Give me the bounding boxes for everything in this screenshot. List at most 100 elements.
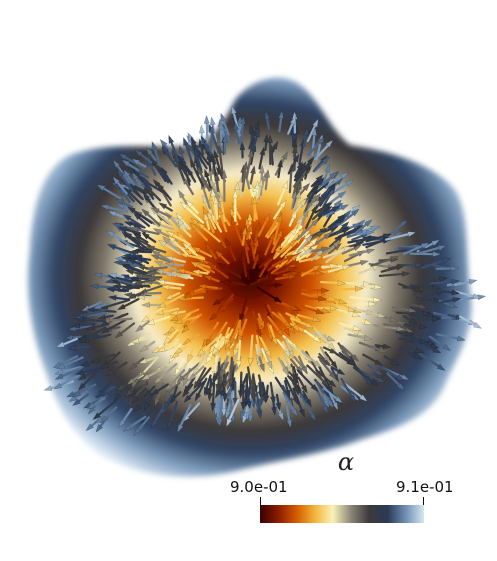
- arrow-head: [363, 318, 373, 325]
- arrow-head: [249, 236, 256, 246]
- arrow-head: [123, 221, 133, 227]
- arrow-head: [112, 176, 121, 185]
- arrow-head: [363, 335, 373, 341]
- arrow-head: [106, 230, 116, 238]
- arrow-head: [134, 149, 144, 158]
- arrow-head: [233, 181, 240, 191]
- arrow-head: [132, 169, 141, 178]
- arrow-head: [456, 335, 466, 342]
- arrow-head: [427, 339, 437, 346]
- arrow-head: [164, 293, 174, 300]
- arrow-head: [232, 189, 239, 199]
- arrow-head: [377, 312, 387, 318]
- arrow-head: [130, 337, 140, 344]
- arrow-head: [318, 295, 328, 302]
- arrow-head: [53, 382, 63, 390]
- arrow-head: [214, 172, 221, 182]
- arrow-head: [414, 347, 425, 354]
- arrow-head: [368, 235, 378, 242]
- arrow-head: [99, 415, 109, 424]
- arrow-head: [306, 156, 315, 165]
- arrow-head: [150, 388, 160, 396]
- arrow-head: [220, 369, 227, 379]
- colorbar-min-label: 9.0e-01: [230, 478, 288, 496]
- arrow-head: [418, 303, 428, 310]
- arrow-head: [125, 389, 133, 398]
- arrow-head: [132, 212, 142, 221]
- arrow-head: [168, 134, 175, 144]
- arrow-head: [345, 179, 355, 187]
- arrow-head: [177, 217, 185, 227]
- arrow-head: [204, 168, 210, 178]
- arrow-head: [127, 166, 136, 175]
- arrow-head: [124, 269, 135, 276]
- arrow-head: [203, 275, 213, 282]
- arrow-head: [292, 153, 300, 163]
- arrow-head: [257, 178, 264, 188]
- arrow-head: [283, 328, 290, 338]
- arrow-head: [54, 369, 64, 375]
- arrow-head: [77, 373, 87, 381]
- arrow-head: [133, 255, 143, 262]
- arrow-head: [221, 408, 227, 418]
- arrow-head: [141, 175, 149, 185]
- arrow-head: [242, 415, 248, 425]
- arrow-head: [211, 347, 219, 357]
- arrow-head: [271, 406, 277, 416]
- arrow-head: [390, 256, 400, 262]
- arrow-head: [208, 124, 215, 134]
- arrow-head: [251, 194, 258, 204]
- arrow-head: [158, 202, 168, 210]
- arrow-head: [268, 275, 278, 281]
- arrow-head: [211, 298, 221, 306]
- arrow-head: [176, 268, 186, 275]
- arrow-head: [316, 177, 325, 186]
- arrow-head: [215, 389, 222, 399]
- arrow-head: [68, 394, 78, 403]
- arrow-head: [304, 161, 312, 171]
- arrow-head: [181, 241, 191, 250]
- arrow-head: [305, 322, 315, 329]
- arrow-head: [142, 191, 151, 201]
- arrow-head: [347, 306, 357, 313]
- arrow-head: [94, 416, 104, 424]
- arrow-head: [452, 297, 462, 303]
- arrow-head: [269, 312, 276, 322]
- arrow-head: [240, 251, 247, 261]
- arrow-head: [325, 139, 334, 148]
- arrow-head: [321, 246, 331, 253]
- arrow-head: [190, 136, 197, 146]
- arrow-head: [111, 222, 122, 229]
- arrow-head: [189, 158, 197, 168]
- arrow-head: [310, 237, 319, 246]
- arrow-head: [249, 164, 256, 175]
- arrow-head: [312, 335, 322, 343]
- arrow-head: [162, 235, 171, 244]
- arrow-head: [43, 385, 53, 391]
- arrow-head: [343, 246, 353, 253]
- arrow-head: [55, 341, 65, 348]
- arrow-head: [100, 327, 110, 334]
- arrow-head: [186, 142, 195, 152]
- arrow-head: [276, 228, 283, 238]
- arrow-head: [150, 207, 160, 214]
- arrow-head: [315, 270, 325, 277]
- arrow-head: [436, 363, 446, 371]
- arrow-head: [414, 353, 424, 360]
- arrow-head: [298, 408, 305, 418]
- arrow-head: [341, 221, 350, 230]
- arrow-head: [145, 270, 155, 277]
- arrow-head: [90, 356, 100, 363]
- arrow-head: [133, 403, 142, 413]
- arrow-head: [197, 221, 206, 230]
- arrow-head: [289, 115, 296, 125]
- arrow-head: [170, 395, 177, 405]
- arrow-head: [194, 147, 200, 157]
- arrow-head: [276, 329, 285, 338]
- arrow-head: [405, 327, 415, 333]
- arrow-head: [262, 392, 268, 403]
- arrow-head: [96, 184, 106, 192]
- arrow-head: [139, 344, 149, 353]
- arrow-head: [285, 254, 295, 262]
- arrow-head: [202, 205, 209, 215]
